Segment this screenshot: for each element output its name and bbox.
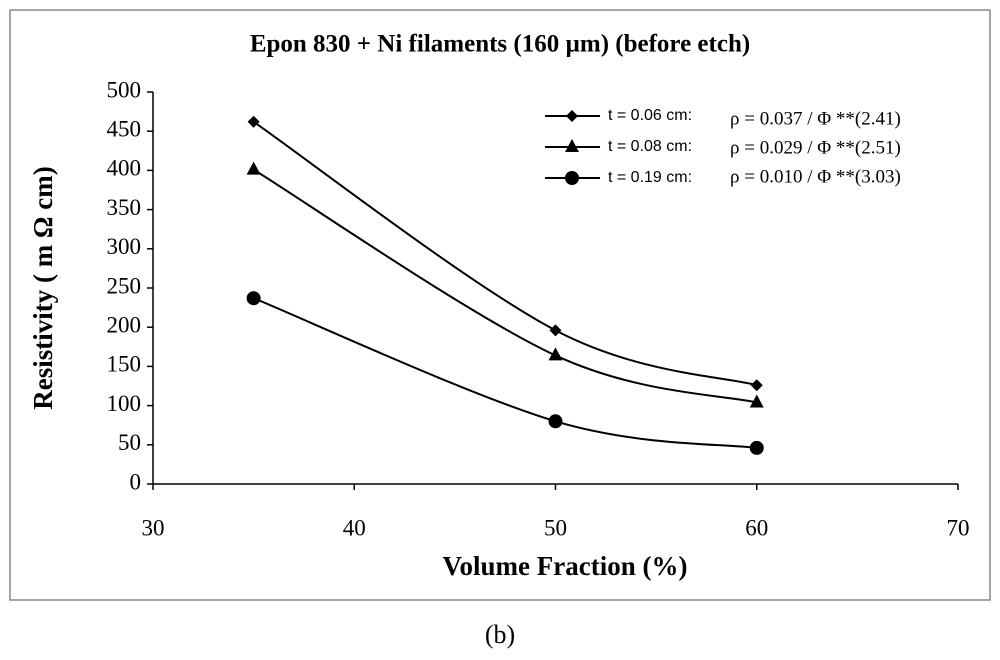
series-line (253, 168, 757, 404)
annotation: ρ = 0.029 / Φ **(2.51) (730, 137, 901, 158)
data-point (548, 414, 563, 429)
y-axis-title: Resistivity ( m Ω cm) (28, 166, 58, 410)
data-point (246, 291, 261, 306)
legend-label: t = 0.08 cm: (608, 138, 692, 155)
data-point (247, 115, 260, 128)
y-tick-label: 150 (107, 352, 142, 377)
y-tick-label: 400 (107, 156, 142, 181)
x-tick-label: 30 (142, 515, 165, 540)
y-tick-label: 350 (107, 195, 142, 220)
y-tick-label: 450 (107, 116, 142, 141)
chart-title: Epon 830 + Ni filaments (160 µm) (before… (250, 31, 750, 58)
data-point (749, 440, 764, 455)
annotation: ρ = 0.010 / Φ **(3.03) (730, 166, 901, 187)
annotation: ρ = 0.037 / Φ **(2.41) (730, 108, 901, 129)
series-line (253, 120, 758, 387)
y-tick-label: 500 (107, 77, 142, 102)
x-tick-label: 50 (544, 515, 567, 540)
chart-frame (9, 9, 991, 601)
x-tick-label: 40 (343, 515, 366, 540)
y-tick-label: 0 (130, 469, 142, 494)
y-tick-label: 250 (107, 273, 142, 298)
data-point (548, 347, 563, 361)
legend-marker (565, 171, 579, 185)
caption: (b) (485, 620, 515, 649)
y-tick-label: 300 (107, 234, 142, 259)
y-tick-label: 200 (107, 312, 142, 337)
legend-marker (565, 139, 579, 152)
x-axis-title: Volume Fraction (%) (443, 551, 688, 581)
data-point (750, 379, 763, 392)
data-point (549, 324, 562, 337)
legend-marker (566, 110, 578, 122)
x-tick-label: 70 (947, 515, 970, 540)
x-tick-label: 60 (745, 515, 768, 540)
data-point (749, 394, 764, 408)
series-line (253, 297, 757, 449)
legend-label: t = 0.19 cm: (608, 169, 692, 186)
y-tick-label: 100 (107, 391, 142, 416)
y-tick-label: 50 (118, 430, 141, 455)
data-point (246, 161, 261, 175)
legend-label: t = 0.06 cm: (608, 107, 692, 124)
